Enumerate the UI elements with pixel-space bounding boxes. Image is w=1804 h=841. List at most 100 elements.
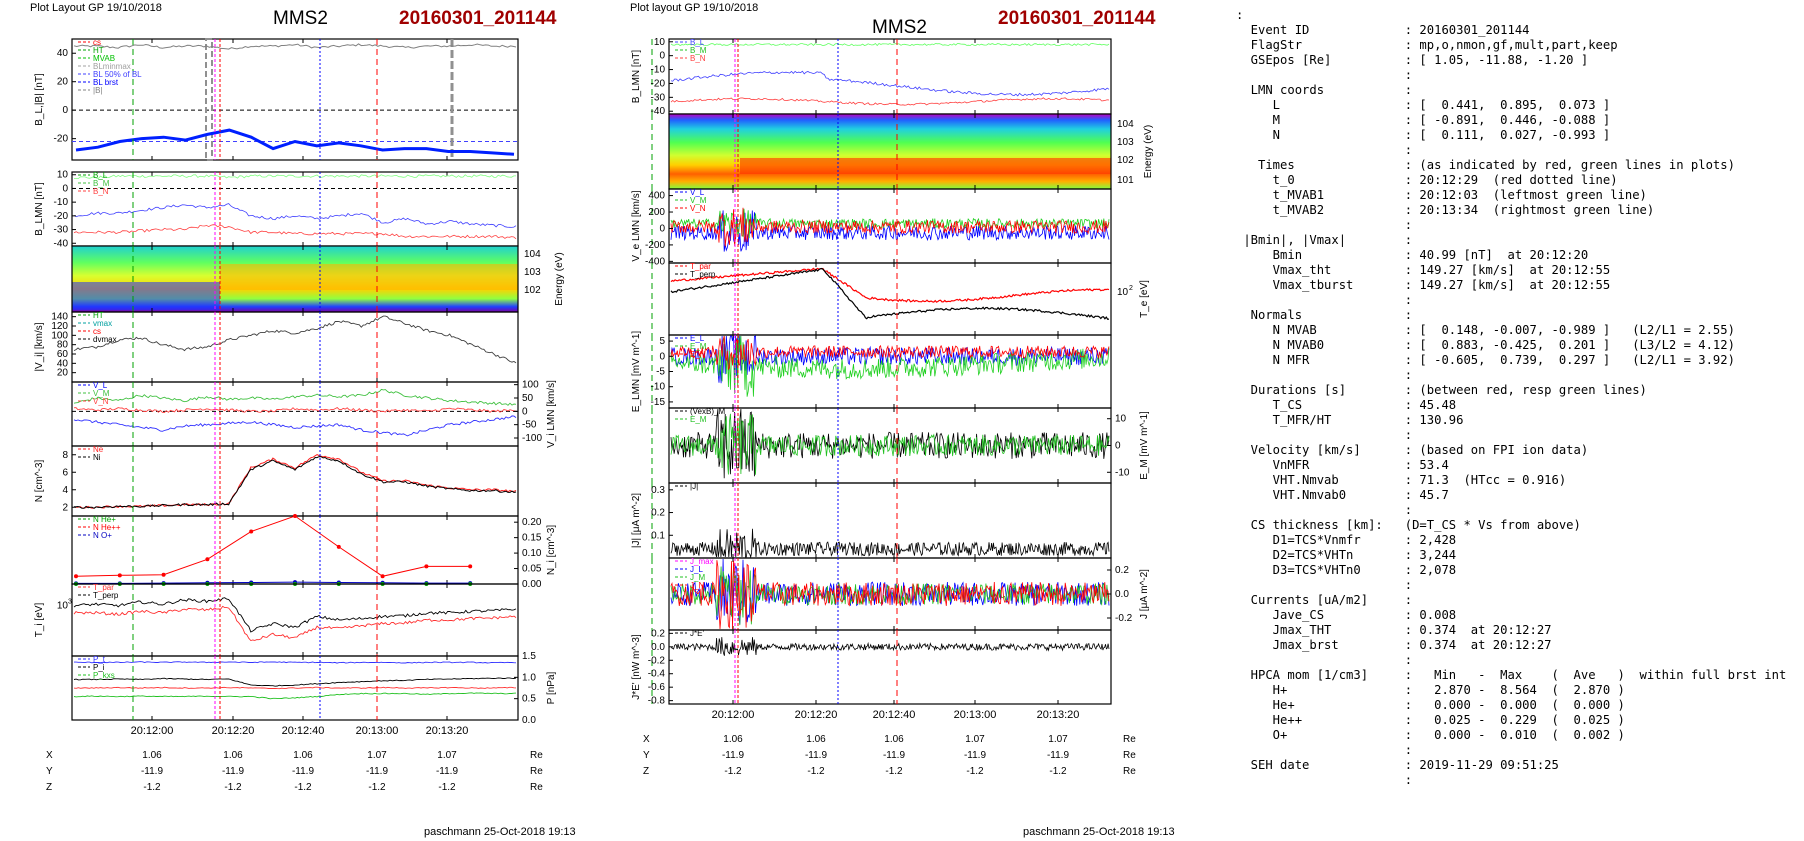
- y-tick-label: -10: [54, 197, 69, 208]
- info-line: O+ : 0.000 - 0.010 ( 0.002 ): [1236, 728, 1625, 742]
- series-line: [670, 408, 1110, 479]
- y-tick-label: 10: [654, 37, 666, 48]
- legend-label: HT: [93, 311, 104, 320]
- info-line: :: [1236, 773, 1413, 787]
- info-line: VHT.Nmvab : 71.3 (HTcc = 0.916): [1236, 473, 1567, 487]
- y-axis-label: B_LMN [nT]: [631, 50, 642, 104]
- y-tick-label: 104: [1117, 119, 1134, 130]
- legend-label: T_perp: [690, 270, 716, 279]
- spectrogram: [669, 114, 1111, 189]
- y-axis-label: T_e [eV]: [1139, 280, 1150, 318]
- y-tick-label: -400: [645, 256, 665, 267]
- info-line: SEH date : 2019-11-29 09:51:25: [1236, 758, 1559, 772]
- position-value: -11.9: [436, 766, 458, 777]
- time-tick-label: 20:13:00: [356, 725, 399, 737]
- position-value: 1.07: [367, 750, 387, 761]
- position-value: -1.2: [807, 766, 825, 777]
- info-line: t_0 : 20:12:29 (red dotted line): [1236, 173, 1618, 187]
- info-line: Jmax_brst : 0.374 at 20:12:27: [1236, 638, 1552, 652]
- y-axis-label: V_e LMN [km/s]: [631, 190, 642, 261]
- y-tick-label: -50: [522, 420, 537, 431]
- y-tick-label: 0: [62, 183, 68, 194]
- position-value: 1.06: [884, 734, 904, 745]
- y-tick-label: 20: [57, 368, 69, 379]
- legend-label: N He+: [93, 515, 116, 524]
- y-tick-label: -30: [651, 92, 666, 103]
- left-footer: paschmann 25-Oct-2018 19:13: [424, 826, 576, 838]
- y-tick-label: -0.2: [648, 655, 666, 666]
- legend-label: B_N: [690, 54, 706, 63]
- position-value: -1.2: [966, 766, 984, 777]
- info-line: D2=TCS*VHTn : 3,244: [1236, 548, 1457, 562]
- legend-label: J_N: [690, 581, 704, 590]
- data-point: [336, 544, 341, 549]
- info-line: H+ : 2.870 - 8.564 ( 2.870 ): [1236, 683, 1625, 697]
- legend-label: vmax: [93, 319, 112, 328]
- legend-label: BL brst: [93, 78, 119, 87]
- left-event-title: 20160301_201144: [399, 8, 557, 29]
- legend-label: V_M: [690, 196, 707, 205]
- y-tick-label: 0.2: [651, 628, 665, 639]
- position-value: 1.07: [1048, 734, 1068, 745]
- y-tick-label: 100: [522, 380, 539, 391]
- y-axis-label: V_i LMN [km/s]: [546, 380, 557, 448]
- spectrogram-low-band: [72, 282, 220, 310]
- y-axis-label: |J| [μA m^-2]: [631, 493, 642, 548]
- position-unit: Re: [530, 750, 543, 761]
- info-line: :: [1236, 68, 1413, 82]
- legend-label: B_L: [93, 171, 108, 180]
- y-tick-label: 80: [57, 340, 69, 351]
- position-value: 1.06: [806, 734, 826, 745]
- legend-label: P_kxs: [93, 671, 115, 680]
- series-line: [74, 661, 517, 664]
- right-spacecraft-title: MMS2: [872, 17, 927, 38]
- legend-label: (VexB)_M: [690, 407, 725, 416]
- data-point: [293, 514, 297, 518]
- series-line: [670, 97, 1110, 106]
- position-row-label: Z: [46, 782, 52, 793]
- info-line: |Bmin|, |Vmax| :: [1236, 233, 1413, 247]
- y-tick-label: 0: [62, 105, 68, 116]
- series-line: [74, 174, 516, 179]
- info-line: Normals :: [1236, 308, 1413, 322]
- panel-frame: [71, 583, 519, 657]
- panel-frame: [668, 629, 1112, 705]
- info-line: :: [1236, 8, 1244, 22]
- time-tick-label: 20:12:40: [282, 725, 325, 737]
- panel-frame: [71, 655, 519, 721]
- series-line: [670, 210, 1110, 252]
- y-tick-label: 0.0: [651, 642, 665, 653]
- legend-label: N O+: [93, 531, 112, 540]
- legend-label: E_M: [690, 342, 707, 351]
- series-line: [74, 456, 517, 509]
- legend-label: Ne: [93, 445, 104, 454]
- series-line: [73, 597, 517, 633]
- position-row-label: Z: [643, 766, 649, 777]
- y-tick-label: 120: [51, 321, 68, 332]
- position-value: -11.9: [366, 766, 388, 777]
- time-tick-label: 20:12:20: [212, 725, 255, 737]
- y-tick-label: -0.2: [1115, 613, 1133, 624]
- info-line: Velocity [km/s] : (based on FPI ion data…: [1236, 443, 1589, 457]
- info-line: Times : (as indicated by red, green line…: [1236, 158, 1735, 172]
- series-line: [73, 203, 517, 228]
- info-line: N : [ 0.111, 0.027, -0.993 ]: [1236, 128, 1611, 142]
- position-value: 1.07: [965, 734, 985, 745]
- y-tick-label: -10: [651, 382, 666, 393]
- legend-label: B_M: [93, 179, 110, 188]
- position-value: 1.06: [223, 750, 243, 761]
- y-axis-label: N [cm^-3]: [34, 460, 45, 503]
- position-value: -1.2: [294, 782, 312, 793]
- y-tick-label: 6: [62, 467, 68, 478]
- position-value: -11.9: [805, 750, 827, 761]
- series-line: [670, 70, 1110, 97]
- info-line: Jmax_THT : 0.374 at 20:12:27: [1236, 623, 1552, 637]
- series-line: [73, 407, 517, 414]
- data-point: [468, 564, 473, 569]
- y-tick-label: 0.00: [522, 579, 542, 590]
- series-line: [670, 267, 1110, 320]
- legend-label: cs: [93, 327, 101, 336]
- position-value: -11.9: [141, 766, 163, 777]
- y-tick-label: -5: [656, 367, 665, 378]
